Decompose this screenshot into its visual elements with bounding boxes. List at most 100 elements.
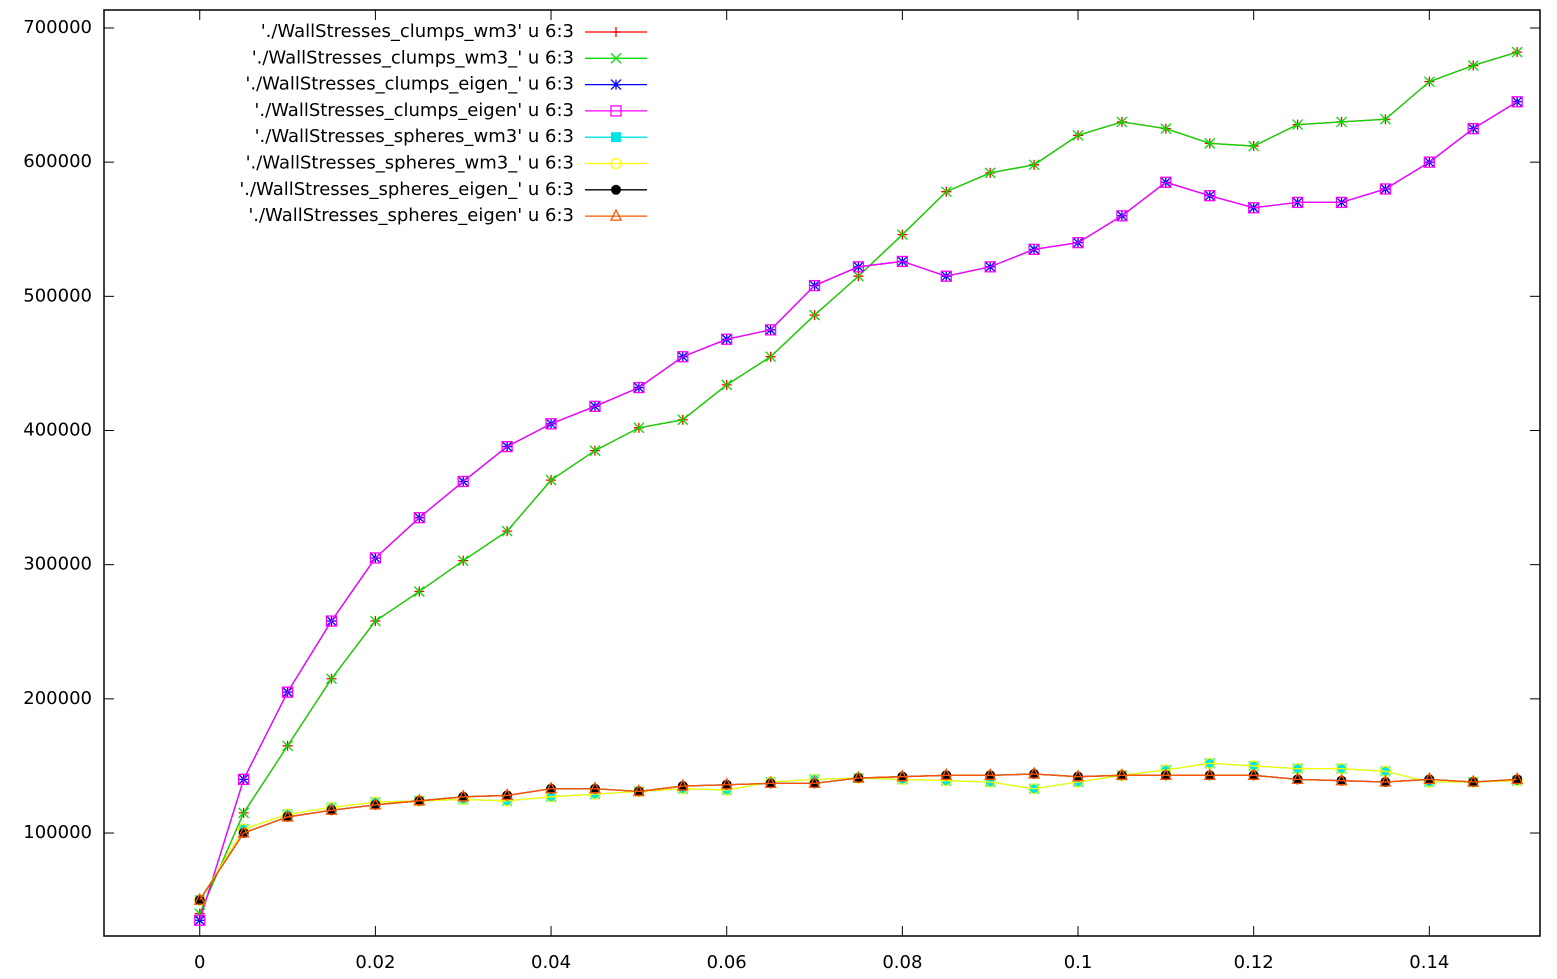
legend-marker <box>611 184 621 195</box>
point <box>282 740 294 752</box>
point <box>237 825 250 838</box>
point <box>326 673 337 685</box>
point <box>852 270 864 282</box>
point <box>852 770 865 783</box>
point <box>633 422 645 434</box>
point <box>413 512 425 524</box>
x-tick-label: 0.14 <box>1409 952 1449 973</box>
point <box>1204 190 1216 202</box>
point <box>1115 767 1128 780</box>
x-tick-label: 0.04 <box>531 952 571 973</box>
point <box>325 802 338 815</box>
point <box>808 775 821 789</box>
point <box>1379 774 1392 787</box>
point <box>589 445 601 457</box>
point <box>1379 183 1392 195</box>
point <box>1291 771 1304 785</box>
point <box>237 773 250 786</box>
legend-marker <box>610 105 622 117</box>
point <box>589 400 601 412</box>
point <box>1160 123 1172 135</box>
legend-label: './WallStresses_spheres_eigen' u 6:3 <box>248 205 574 226</box>
point <box>1511 771 1524 785</box>
point <box>1203 767 1216 780</box>
point <box>501 440 513 453</box>
point <box>369 552 382 564</box>
point <box>1292 119 1304 131</box>
legend-marker <box>611 27 621 37</box>
legend-label: './WallStresses_clumps_eigen_' u 6:3 <box>245 74 574 95</box>
point <box>545 474 557 486</box>
point <box>588 781 602 794</box>
point <box>1248 140 1260 152</box>
point <box>632 783 645 797</box>
point <box>1467 774 1480 787</box>
x-tick-label: 0 <box>194 952 205 973</box>
point <box>1336 116 1347 128</box>
point <box>1467 122 1479 135</box>
point <box>1072 237 1084 249</box>
point <box>501 787 514 801</box>
point <box>1116 116 1128 128</box>
point <box>238 807 250 819</box>
legend-marker <box>610 157 622 170</box>
legend-marker <box>609 208 623 221</box>
y-tick-label: 400000 <box>23 420 92 441</box>
point <box>940 186 952 198</box>
legend-marker <box>610 52 622 64</box>
point <box>281 809 294 822</box>
point <box>896 769 909 782</box>
point <box>940 270 952 282</box>
point <box>325 615 338 627</box>
point <box>1379 113 1391 125</box>
y-tick-label: 300000 <box>23 554 92 575</box>
plot-area <box>193 46 1524 926</box>
series-line <box>199 101 1518 921</box>
point <box>544 781 558 794</box>
point <box>1028 766 1041 779</box>
point <box>1467 60 1479 72</box>
point <box>1511 96 1523 108</box>
legend-marker <box>610 79 622 91</box>
point <box>764 775 777 789</box>
x-tick-label: 0.08 <box>882 952 922 973</box>
y-tick-label: 500000 <box>23 285 92 306</box>
point <box>984 167 996 179</box>
x-tick-label: 0.1 <box>1064 952 1093 973</box>
point <box>721 379 733 391</box>
x-tick-label: 0.06 <box>707 952 747 973</box>
point <box>764 324 777 336</box>
point <box>1072 129 1084 141</box>
point <box>765 351 777 363</box>
legend-label: './WallStresses_clumps_wm3' u 6:3 <box>261 21 574 42</box>
point <box>809 309 820 321</box>
point <box>852 261 865 273</box>
point <box>676 778 689 791</box>
point <box>633 381 645 394</box>
point <box>1204 137 1216 149</box>
point <box>193 892 206 905</box>
point <box>1028 783 1040 795</box>
series-line <box>199 773 1518 901</box>
point <box>194 914 206 926</box>
point <box>984 261 996 273</box>
legend-label: './WallStresses_spheres_wm3_' u 6:3 <box>246 153 574 174</box>
point <box>1423 771 1436 785</box>
point <box>1116 210 1128 222</box>
point <box>1159 767 1172 780</box>
y-tick-label: 200000 <box>23 688 92 709</box>
point <box>677 351 689 363</box>
point <box>1247 767 1260 780</box>
point <box>369 797 382 810</box>
point <box>1160 176 1172 188</box>
legend-marker <box>611 132 621 143</box>
point <box>457 789 470 802</box>
legend-label: './WallStresses_clumps_wm3_' u 6:3 <box>252 47 574 68</box>
legend-label: './WallStresses_spheres_wm3' u 6:3 <box>255 126 574 147</box>
point <box>808 279 821 292</box>
point <box>413 793 426 806</box>
legend-label: './WallStresses_clumps_eigen' u 6:3 <box>254 100 574 121</box>
point <box>369 615 381 627</box>
plot-frame <box>103 9 1541 937</box>
